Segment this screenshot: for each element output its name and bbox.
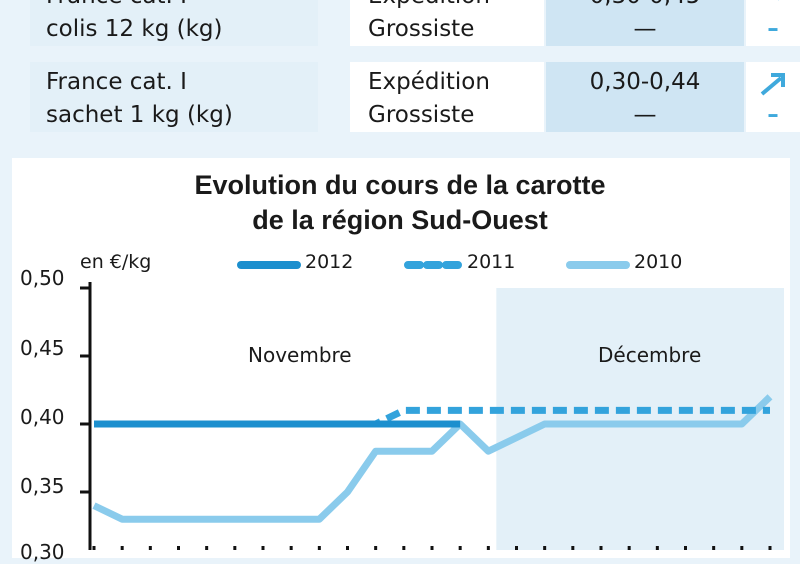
y-tick-label: 0,50 [20, 266, 65, 290]
stage-expedition: Expédition [368, 0, 544, 13]
line-chart [80, 261, 784, 550]
stage-grossiste: Grossiste [368, 102, 475, 128]
legend-label-2012: 2012 [305, 251, 354, 273]
y-axis-unit: en €/kg [80, 251, 152, 273]
chart-title-line2: de la région Sud-Ouest [252, 205, 548, 235]
stage-expedition: Expédition [368, 69, 490, 95]
product-cell: France cat. I colis 12 kg (kg) [30, 0, 318, 46]
legend-label-2010: 2010 [634, 251, 683, 273]
product-name: France cat. I [46, 0, 318, 13]
month-label-novembre: Novembre [248, 343, 352, 367]
price-grossiste: — [633, 16, 657, 42]
period-band-decembre [496, 288, 784, 550]
stage-cell: Expédition Grossiste [350, 0, 544, 46]
stage-grossiste: Grossiste [368, 16, 475, 42]
product-name: France cat. I [46, 69, 187, 95]
product-cell: France cat. I sachet 1 kg (kg) [30, 62, 318, 132]
trend-grossiste: – [767, 102, 779, 128]
trend-cell: – [746, 62, 800, 132]
price-table: France cat. I colis 12 kg (kg) Expéditio… [0, 0, 800, 150]
month-label-decembre: Décembre [598, 343, 702, 367]
product-unit: colis 12 kg (kg) [46, 16, 223, 42]
y-tick-label: 0,35 [20, 474, 65, 498]
axis-layer [80, 282, 772, 550]
y-tick-label: 0,30 [20, 540, 65, 564]
price-cell: 0,30-0,44 — [546, 62, 744, 132]
stage-cell: Expédition Grossiste [350, 62, 544, 132]
trend-cell: – [746, 0, 800, 46]
price-expedition: 0,30-0,44 [589, 69, 701, 95]
price-grossiste: — [633, 102, 657, 128]
series-layer [92, 394, 773, 523]
price-expedition: 0,30-0,45 [546, 0, 744, 13]
price-cell: 0,30-0,45 — [546, 0, 744, 46]
y-tick-label: 0,45 [20, 336, 65, 360]
trend-grossiste: – [767, 16, 779, 42]
table-row: France cat. I sachet 1 kg (kg) Expéditio… [30, 62, 800, 132]
chart-title-line1: Evolution du cours de la carotte [194, 170, 606, 200]
y-tick-label: 0,40 [20, 405, 65, 429]
table-row: France cat. I colis 12 kg (kg) Expéditio… [30, 0, 800, 46]
product-unit: sachet 1 kg (kg) [46, 102, 233, 128]
series-line-2010 [92, 394, 773, 523]
arrow-up-right-icon [746, 66, 800, 99]
legend-label-2011: 2011 [467, 251, 516, 273]
